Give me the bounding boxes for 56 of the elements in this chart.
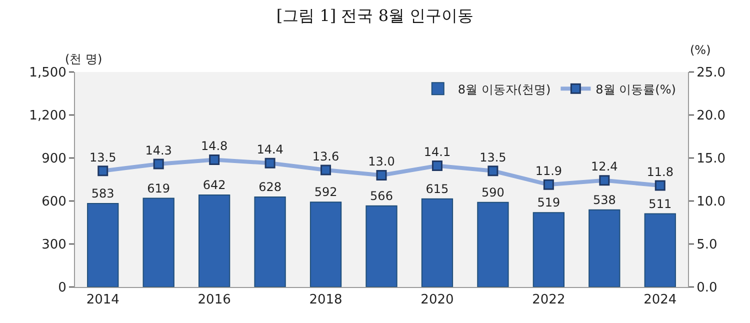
legend-label: 8월 이동률(%) [596,82,676,96]
y-axis-title: (천 명) [65,52,102,66]
data-label: 519 [537,196,560,210]
y-tick-label: 900 [42,152,66,167]
bar [87,202,119,287]
data-label: 13.5 [90,150,116,164]
y2-tick-label: 10.0 [696,194,726,210]
x-tick-label: 2022 [532,292,566,308]
y2-tick-label: 5.0 [696,238,718,253]
data-label: 11.8 [646,164,674,179]
y-tick-label: 600 [42,194,66,210]
data-label: 14.1 [424,145,451,160]
y-tick-label: 1,500 [29,66,66,81]
bar [254,196,286,287]
data-label: 511 [648,196,672,211]
y2-tick-label: 20.0 [696,108,726,124]
bar [142,198,174,287]
y-tick-label: 300 [42,238,66,253]
data-label: 13.5 [480,150,506,164]
y-tick-label: 0 [58,280,66,296]
data-label: 13.0 [368,154,395,169]
x-tick-label: 2016 [198,292,231,308]
x-tick-label: 2014 [86,292,120,308]
data-label: 583 [91,186,114,200]
data-label: 11.9 [535,164,562,178]
data-label: 592 [314,185,338,200]
bar [477,202,509,287]
data-label: 619 [147,181,170,196]
data-label: 12.4 [591,160,618,174]
data-label: 590 [482,185,504,200]
chart-title: [그림 1] 전국 8월 인구이동 [276,6,474,25]
data-label: 13.6 [312,149,340,164]
data-label: 628 [258,180,282,194]
x-tick-label: 2024 [644,292,677,308]
y-tick-label: 1,200 [29,108,66,124]
data-label: 14.8 [200,139,228,154]
legend-label: 8월 이동자(천명) [458,82,551,96]
bar [532,212,565,287]
y2-tick-label: 15.0 [696,152,726,167]
bar [588,209,620,287]
bar [644,213,676,287]
x-tick-label: 2020 [420,292,454,308]
bar [366,205,398,287]
data-label: 566 [370,188,393,203]
data-label: 642 [202,178,226,192]
data-label: 14.4 [256,142,284,157]
bar [421,198,454,287]
data-label: 538 [592,192,616,207]
data-label: 615 [426,182,449,196]
data-label: 14.3 [145,143,172,158]
y2-tick-label: 25.0 [696,66,726,81]
x-tick-label: 2018 [309,292,342,308]
y2-tick-label: 0.0 [696,280,718,296]
bar [198,194,230,287]
bar [310,202,342,287]
y2-axis-title: (%) [690,43,711,57]
